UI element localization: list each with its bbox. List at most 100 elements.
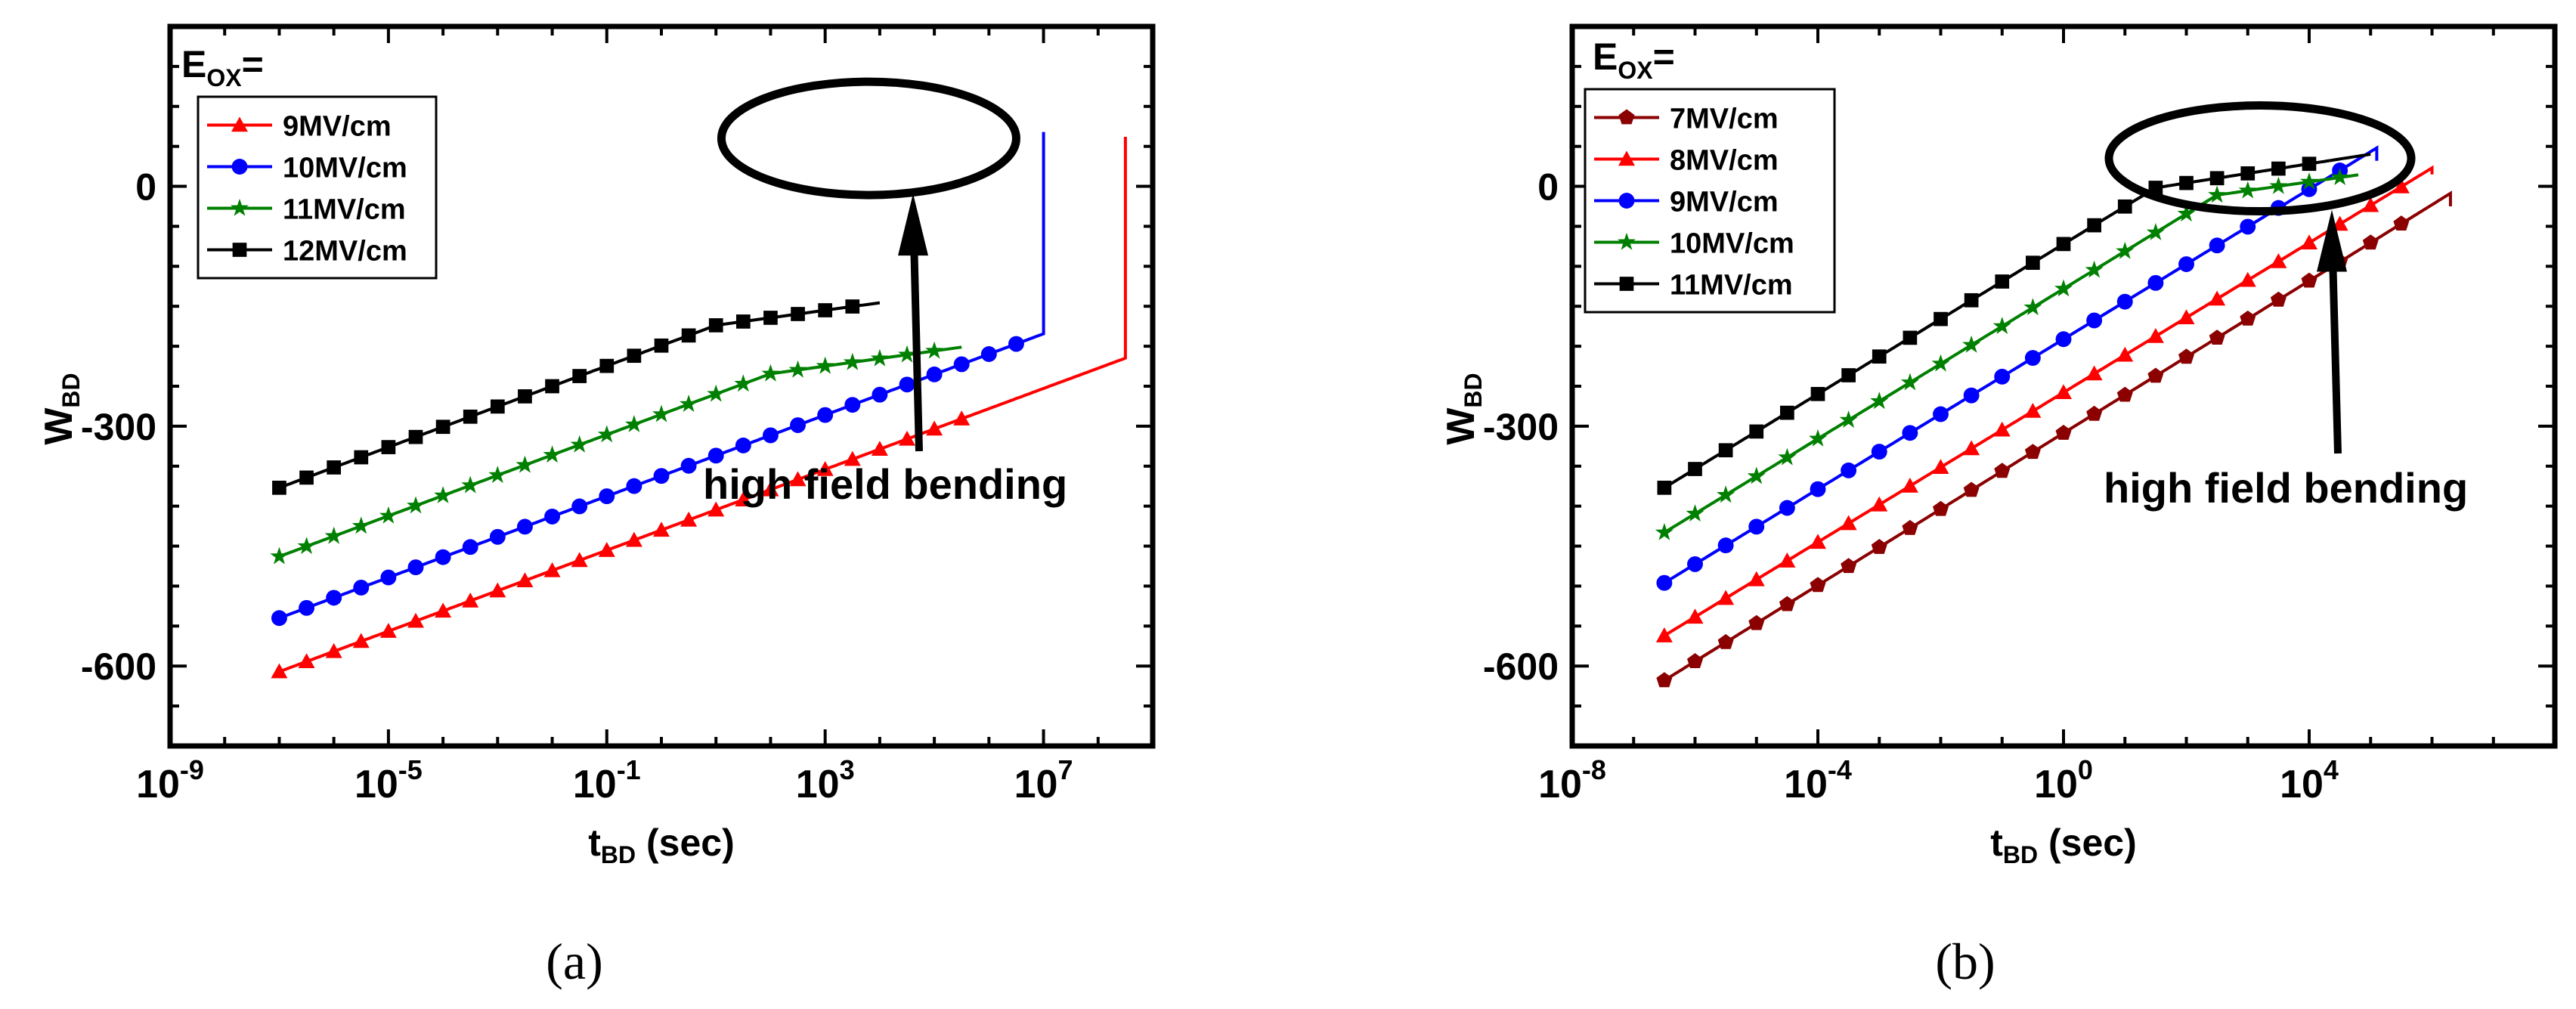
data-point [518, 389, 532, 404]
y-tick-label: -300 [1483, 406, 1559, 448]
data-point [1870, 392, 1889, 410]
data-point [2300, 172, 2318, 190]
data-point [516, 455, 534, 473]
data-point [327, 460, 342, 475]
data-point [2116, 346, 2134, 362]
annotation-arrow-shaft [2329, 255, 2342, 454]
data-point [2147, 367, 2164, 383]
data-point [598, 542, 615, 557]
data-point [1778, 447, 1797, 466]
data-point [544, 508, 561, 525]
data-point [1900, 373, 1919, 391]
data-point [2392, 178, 2410, 193]
data-point [489, 582, 506, 598]
data-point [735, 437, 751, 453]
data-point [1655, 627, 1673, 642]
data-point [789, 471, 807, 487]
x-tick-label: 10-8 [1538, 754, 1606, 806]
y-tick-label: 0 [135, 166, 156, 209]
data-point [2086, 312, 2103, 329]
data-point [298, 653, 315, 669]
data-point [2240, 218, 2256, 235]
data-point [844, 397, 861, 413]
data-point [1841, 558, 1857, 574]
data-point [680, 457, 697, 474]
data-point [1902, 425, 1918, 441]
data-point [408, 429, 423, 444]
data-point [1962, 335, 1981, 353]
x-tick-label: 103 [796, 754, 855, 806]
data-point [2208, 185, 2227, 203]
data-point [407, 612, 424, 628]
data-point [354, 450, 369, 465]
data-point [2024, 350, 2041, 367]
data-point [1839, 410, 1858, 428]
annotation-ellipse [717, 77, 1020, 200]
data-point [2209, 290, 2226, 306]
data-point [2085, 365, 2103, 381]
x-tick-label: 100 [2034, 754, 2093, 806]
data-point [1717, 590, 1735, 605]
series-line [1663, 173, 2359, 534]
legend-label: 10MV/cm [1670, 228, 1794, 260]
legend-label: 8MV/cm [1670, 145, 1779, 177]
x-axis-title: tBD (sec) [1990, 822, 2137, 868]
data-point [816, 356, 834, 374]
data-point [654, 338, 669, 353]
series-line [278, 137, 1127, 673]
data-point [381, 440, 396, 454]
data-point [1841, 368, 1856, 382]
data-point [1780, 405, 1794, 420]
series-12MV/cm [272, 299, 881, 495]
series-9MV/cm [271, 137, 1127, 679]
data-point [762, 481, 779, 497]
data-point [2239, 271, 2256, 287]
data-point [2177, 204, 2196, 222]
annotation-arrow-shaft [910, 238, 923, 452]
data-point [434, 486, 453, 503]
x-tick-label: 107 [1014, 754, 1073, 806]
data-point [326, 590, 342, 606]
data-point [652, 404, 670, 422]
data-point [2209, 330, 2225, 345]
data-point [545, 379, 559, 394]
data-point [1993, 421, 2011, 437]
data-point [435, 602, 452, 618]
data-point [898, 345, 916, 363]
data-point [1901, 478, 1918, 493]
data-point [1687, 556, 1703, 572]
data-point [2393, 215, 2410, 231]
data-point [297, 537, 316, 555]
legend-marker [231, 116, 248, 132]
data-point [899, 376, 915, 393]
data-point [708, 318, 723, 333]
data-point [1688, 462, 1702, 476]
data-point [2238, 181, 2257, 199]
data-point [761, 364, 780, 382]
annotation-arrow-head [898, 193, 928, 256]
legend-marker [1618, 150, 1635, 166]
data-point [325, 642, 342, 658]
data-point [516, 572, 534, 587]
y-tick-label: -600 [1483, 645, 1559, 688]
legend-label: 10MV/cm [283, 153, 407, 184]
data-point [272, 480, 286, 495]
data-point [2056, 237, 2071, 252]
legend-title: EOX= [1593, 36, 1675, 84]
legend-label: 11MV/cm [1670, 270, 1793, 302]
data-point [625, 531, 642, 547]
data-point [380, 569, 397, 586]
data-point [2024, 444, 2041, 460]
data-point [626, 478, 642, 494]
legend-label: 11MV/cm [283, 194, 406, 226]
annotation-text: high field bending [703, 460, 1067, 508]
series-10MV/cm [1655, 168, 2359, 540]
data-point [2147, 327, 2164, 343]
legend-marker [232, 243, 247, 257]
data-point [2178, 348, 2194, 364]
data-point [1964, 292, 1979, 308]
data-point [2240, 310, 2256, 326]
data-point [734, 374, 753, 392]
data-point [2302, 156, 2317, 172]
